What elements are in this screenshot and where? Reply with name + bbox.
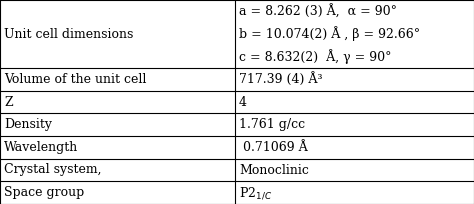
Text: c = 8.632(2)  Å, γ = 90°: c = 8.632(2) Å, γ = 90° xyxy=(239,49,392,64)
Text: Space group: Space group xyxy=(4,186,84,199)
Text: 0.71069 Å: 0.71069 Å xyxy=(239,141,308,154)
Text: Unit cell dimensions: Unit cell dimensions xyxy=(4,28,133,41)
Text: P2$_{1/C}$: P2$_{1/C}$ xyxy=(239,185,272,201)
Text: 1.761 g/cc: 1.761 g/cc xyxy=(239,118,305,131)
Text: Volume of the unit cell: Volume of the unit cell xyxy=(4,73,146,86)
Text: b = 10.074(2) Å , β = 92.66°: b = 10.074(2) Å , β = 92.66° xyxy=(239,27,420,41)
Text: Wavelength: Wavelength xyxy=(4,141,78,154)
Text: Density: Density xyxy=(4,118,52,131)
Text: Crystal system,: Crystal system, xyxy=(4,163,101,176)
Text: a = 8.262 (3) Å,  α = 90°: a = 8.262 (3) Å, α = 90° xyxy=(239,4,397,18)
Text: Monoclinic: Monoclinic xyxy=(239,163,309,176)
Text: Z: Z xyxy=(4,95,13,109)
Text: 717.39 (4) Å³: 717.39 (4) Å³ xyxy=(239,72,322,86)
Text: 4: 4 xyxy=(239,95,247,109)
